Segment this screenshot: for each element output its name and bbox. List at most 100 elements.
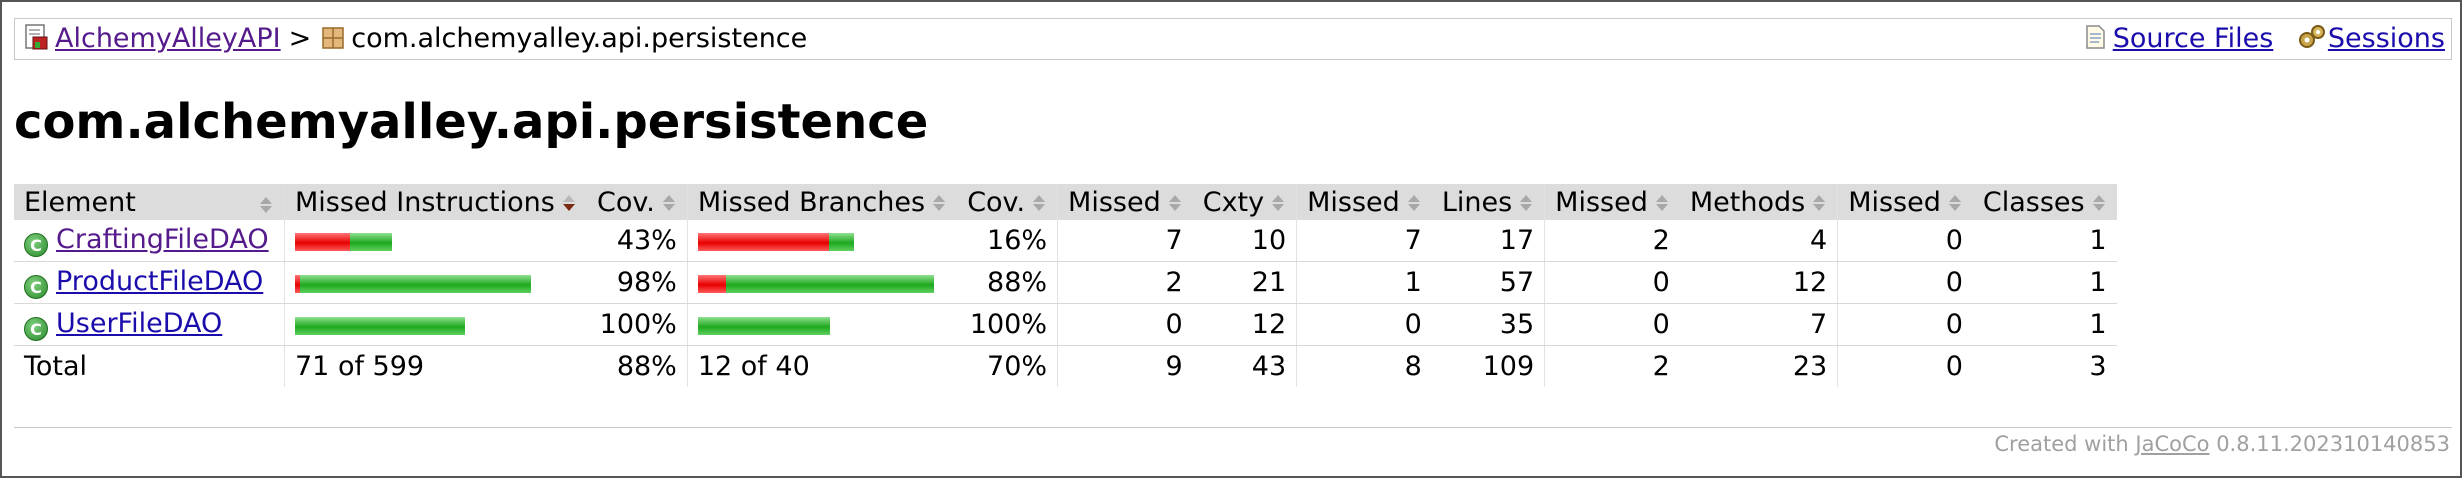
total-missed-complexity: 9	[1057, 345, 1193, 387]
jacoco-link[interactable]: JaCoCo	[2135, 432, 2210, 456]
instructions-coverage: 100%	[586, 303, 688, 346]
branches-bar-covered	[828, 233, 854, 251]
missed-classes: 0	[1837, 220, 1973, 262]
missed-classes: 0	[1837, 303, 1973, 346]
missed-classes: 0	[1837, 261, 1973, 304]
lines: 57	[1431, 261, 1545, 304]
breadcrumb: AlchemyAlleyAPI > com.alchemyalley.api.pe…	[14, 18, 2452, 60]
column-header-missed-lines[interactable]: Missed	[1296, 184, 1432, 220]
sort-icon	[931, 194, 947, 212]
column-header-missed-classes[interactable]: Missed	[1837, 184, 1973, 220]
column-header-missed-methods[interactable]: Missed	[1544, 184, 1680, 220]
column-header-missed-instructions[interactable]: Missed Instructions	[283, 184, 587, 220]
methods: 7	[1679, 303, 1838, 346]
column-header-lines[interactable]: Lines	[1431, 184, 1545, 220]
table-header-row: Element Missed Instructions Cov. Missed …	[14, 184, 2117, 220]
sort-icon	[1811, 194, 1827, 212]
source-files-link[interactable]: Source Files	[2112, 23, 2274, 54]
sort-icon	[258, 196, 274, 214]
classes: 1	[1972, 220, 2117, 262]
instructions-bar-covered	[300, 275, 531, 293]
footer-prefix: Created with	[1994, 432, 2129, 456]
sort-icon	[1406, 194, 1422, 212]
breadcrumb-project-link[interactable]: AlchemyAlleyAPI	[55, 23, 281, 54]
branches-bar	[697, 317, 830, 335]
classes: 1	[1972, 261, 2117, 304]
missed-complexity: 7	[1057, 220, 1193, 262]
missed-lines: 1	[1296, 261, 1432, 304]
missed-lines: 7	[1296, 220, 1432, 262]
column-header-methods[interactable]: Methods	[1679, 184, 1838, 220]
class-icon: C	[24, 233, 48, 257]
column-header-instructions-coverage[interactable]: Cov.	[586, 184, 688, 220]
element-cell: C CraftingFileDAO	[14, 220, 285, 262]
total-label: Total	[24, 351, 88, 382]
column-header-branches-coverage[interactable]: Cov.	[957, 184, 1058, 220]
lines: 17	[1431, 220, 1545, 262]
sort-icon	[1167, 194, 1183, 212]
class-link[interactable]: ProductFileDAO	[56, 266, 264, 297]
total-branches-coverage: 70%	[987, 351, 1048, 382]
footer-version: 0.8.11.202310140853	[2216, 432, 2450, 456]
total-lines: 109	[1482, 351, 1535, 382]
class-icon: C	[24, 275, 48, 299]
lines: 35	[1431, 303, 1545, 346]
branches-bar-cell	[686, 303, 958, 346]
sort-icon	[1654, 194, 1670, 212]
total-complexity: 43	[1251, 351, 1287, 382]
footer-divider	[14, 427, 2452, 428]
branches-bar	[697, 233, 854, 251]
table-row: C ProductFileDAO 98% 88% 2 21 1 57 0 12 0 1	[14, 261, 2117, 304]
branches-bar	[697, 275, 934, 293]
instructions-coverage: 43%	[586, 220, 688, 262]
breadcrumb-package-label: com.alchemyalley.api.persistence	[351, 23, 808, 54]
breadcrumb-separator: >	[288, 23, 312, 54]
footer: Created with JaCoCo 0.8.11.202310140853	[1994, 432, 2450, 456]
sort-icon	[1270, 194, 1286, 212]
sort-icon	[1947, 194, 1963, 212]
sort-desc-icon	[561, 194, 577, 212]
total-instructions-coverage: 88%	[616, 351, 677, 382]
missed-methods: 0	[1544, 261, 1680, 304]
coverage-table: Element Missed Instructions Cov. Missed …	[14, 184, 2117, 387]
complexity: 10	[1192, 220, 1297, 262]
complexity: 12	[1192, 303, 1297, 346]
sessions-link[interactable]: Sessions	[2327, 23, 2445, 54]
element-cell: C UserFileDAO	[14, 303, 285, 346]
branches-bar-cell	[686, 220, 958, 262]
instructions-bar-cell	[283, 261, 587, 304]
instructions-bar-cell	[283, 303, 587, 346]
column-header-classes[interactable]: Classes	[1972, 184, 2117, 220]
sort-icon	[2091, 194, 2107, 212]
report-icon	[23, 23, 51, 51]
missed-complexity: 2	[1057, 261, 1193, 304]
branches-bar-missed	[697, 233, 829, 251]
package-icon	[319, 23, 347, 51]
total-missed-classes: 0	[1837, 345, 1973, 387]
breadcrumb-path: AlchemyAlleyAPI > com.alchemyalley.api.pe…	[23, 19, 807, 59]
branches-coverage: 88%	[957, 261, 1058, 304]
class-link[interactable]: UserFileDAO	[56, 308, 223, 339]
missed-lines: 0	[1296, 303, 1432, 346]
column-header-missed-branches[interactable]: Missed Branches	[686, 184, 958, 220]
column-header-complexity[interactable]: Cxty	[1192, 184, 1297, 220]
branches-bar-cell	[686, 261, 958, 304]
class-icon: C	[24, 317, 48, 341]
branches-bar-covered	[697, 317, 830, 335]
missed-methods: 0	[1544, 303, 1680, 346]
element-cell: C ProductFileDAO	[14, 261, 285, 304]
sort-icon	[1518, 194, 1534, 212]
branches-coverage: 100%	[957, 303, 1058, 346]
total-classes: 3	[2089, 351, 2107, 382]
instructions-bar	[295, 275, 531, 293]
instructions-bar-covered	[350, 233, 392, 251]
sort-icon	[1031, 194, 1047, 212]
column-header-missed-complexity[interactable]: Missed	[1057, 184, 1193, 220]
missed-complexity: 0	[1057, 303, 1193, 346]
page-title: com.alchemyalley.api.persistence	[14, 94, 929, 150]
table-row: C CraftingFileDAO 43% 16% 7 10 7 17 2 4 0 1	[14, 220, 2117, 262]
column-header-element[interactable]: Element	[14, 184, 285, 220]
branches-coverage: 16%	[957, 220, 1058, 262]
class-link[interactable]: CraftingFileDAO	[56, 224, 269, 255]
instructions-bar-missed	[295, 233, 350, 251]
